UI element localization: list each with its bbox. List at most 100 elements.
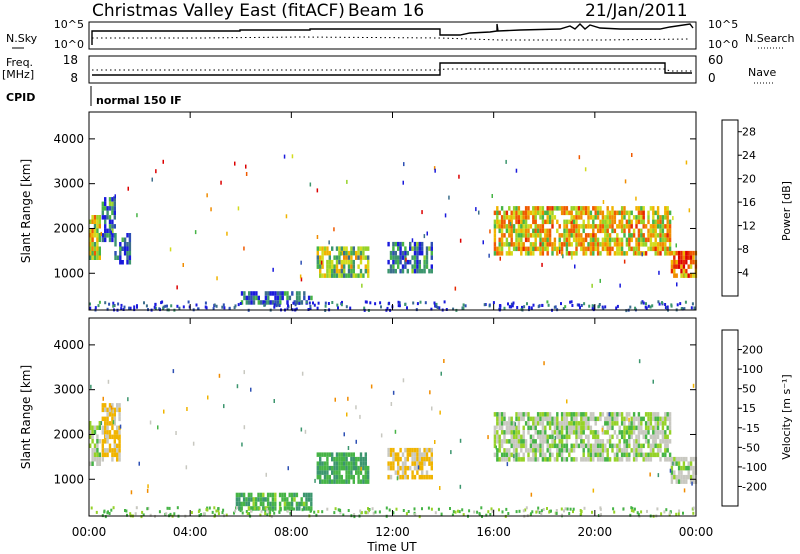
data-cell [522,416,525,422]
data-cell [635,457,638,462]
data-cell [118,452,121,458]
data-cell [273,303,276,307]
data-cell [584,443,588,449]
data-cell [459,438,462,443]
data-cell [500,452,504,458]
data-cell [111,448,114,453]
data-cell [129,306,132,310]
data-cell [620,246,624,252]
data-cell [336,303,339,307]
data-cell [392,259,395,265]
data-cell [677,479,681,484]
data-cell [394,259,397,265]
data-cell [352,246,355,251]
data-cell [238,506,241,511]
data-cell [517,215,521,220]
data-cell [203,512,205,516]
data-cell [345,452,348,457]
data-cell [91,233,94,238]
data-cell [527,416,530,422]
data-cell [668,513,671,517]
data-cell [108,228,112,234]
data-cell [601,210,605,216]
data-cell [677,474,681,480]
data-cell [517,443,521,449]
data-cell [670,304,673,308]
data-cell [386,306,389,310]
data-cell [517,421,521,426]
data-cell [618,210,621,216]
data-cell [615,306,618,310]
data-cell [616,251,619,256]
data-cell [528,305,531,309]
data-cell [345,255,348,260]
data-cell [564,305,567,309]
data-cell [418,259,421,265]
data-cell [123,305,126,309]
data-cell [319,461,322,466]
data-cell [575,425,578,431]
data-cell [259,501,263,507]
data-cell [541,215,545,220]
x-tick-label: 04:00 [173,525,208,539]
data-cell [656,425,660,431]
data-cell [637,512,640,516]
data-cell [487,435,489,440]
data-cell [572,251,576,256]
data-cell [556,448,559,453]
data-cell [570,430,573,435]
data-cell [628,237,631,243]
data-cell [493,237,497,243]
data-cell [620,237,624,243]
data-cell [548,443,552,449]
data-cell [343,479,346,484]
data-cell [416,250,419,256]
data-cell [599,219,602,225]
data-cell [389,255,393,260]
data-cell [572,416,576,422]
data-cell [577,425,581,431]
data-cell [264,497,267,502]
data-cell [668,242,672,247]
data-cell [355,470,358,475]
data-cell [630,246,633,252]
data-cell [303,295,306,301]
data-cell [601,452,605,458]
data-cell [93,228,97,233]
data-cell [385,506,388,510]
data-cell [338,456,341,462]
data-cell [233,511,235,515]
data-cell [397,241,400,247]
data-cell [517,206,521,211]
data-cell [324,301,327,305]
data-cell [689,456,693,462]
data-cell [524,421,528,426]
data-cell [558,448,561,453]
data-cell [616,246,619,252]
data-cell [599,228,602,234]
data-cell [532,448,535,453]
data-cell [546,300,549,304]
data-cell [637,242,641,247]
data-cell [493,224,497,229]
data-cell [632,452,636,458]
data-cell [601,443,605,449]
data-cell [524,448,528,453]
data-cell [647,219,650,225]
data-cell [613,421,617,426]
data-cell [321,465,324,471]
data-cell [691,481,693,486]
data-cell [582,242,585,247]
data-cell [580,421,583,426]
data-cell [623,434,626,440]
data-cell [493,430,497,435]
data-cell [539,224,542,229]
data-cell [267,300,270,305]
data-cell [532,425,535,431]
data-cell [500,412,504,417]
data-cell [527,421,530,426]
data-cell [498,443,501,449]
data-cell [524,439,528,444]
data-cell [582,251,585,256]
data-cell [568,219,571,225]
